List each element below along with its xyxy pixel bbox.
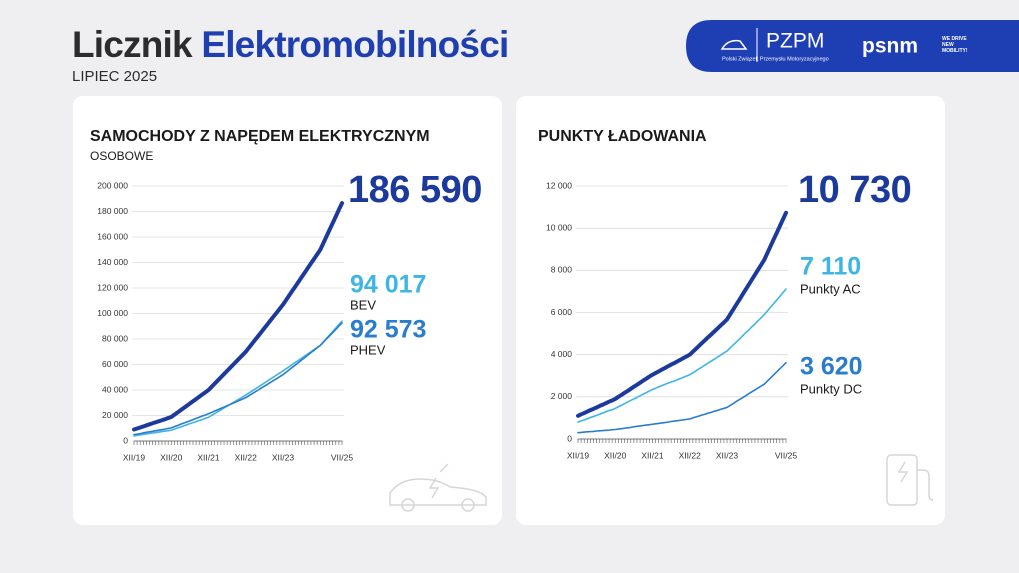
title-part: Licznik	[72, 24, 193, 65]
y-tick-label: 120 000	[97, 282, 128, 292]
logo-icon	[720, 39, 748, 50]
panel	[73, 96, 502, 525]
page-subtitle: LIPIEC 2025	[72, 68, 157, 85]
x-tick-label: VII/25	[331, 452, 353, 462]
charger-icon	[886, 454, 934, 506]
y-tick-label: 0	[123, 435, 128, 445]
y-tick-label: 60 000	[102, 359, 128, 369]
x-tick-label: XII/21	[641, 450, 663, 460]
y-tick-label: 2 000	[551, 391, 573, 401]
chart-subtitle: OSOBOWE	[90, 149, 153, 163]
logo-psnm-sub-box: WE DRIVE NEW MOBILITY!	[942, 36, 968, 54]
logo-pzpm: PZPM	[766, 30, 824, 53]
x-tick-label: XII/22	[679, 450, 701, 460]
y-tick-label: 160 000	[97, 231, 128, 241]
y-tick-label: 4 000	[551, 349, 573, 359]
legend-label: Punkty AC	[800, 281, 861, 296]
series-value-label: 92 573	[350, 316, 426, 344]
x-tick-label: XII/20	[604, 450, 626, 460]
x-tick-label: XII/22	[235, 452, 257, 462]
series-line	[576, 210, 788, 418]
total-value-label: 10 730	[798, 169, 911, 211]
x-tick-label: XII/20	[160, 452, 182, 462]
chart-title: SAMOCHODY Z NAPĘDEM ELEKTRYCZNYM	[90, 128, 430, 145]
series-line	[133, 322, 343, 436]
y-tick-label: 140 000	[97, 257, 128, 267]
x-tick-label: XII/19	[567, 450, 589, 460]
page-title: Licznik Elektromobilności	[72, 24, 508, 65]
x-tick-label: XII/21	[197, 452, 219, 462]
y-tick-label: 40 000	[102, 384, 128, 394]
series-line	[133, 320, 343, 437]
series-line	[577, 288, 787, 423]
total-value-label: 186 590	[348, 169, 482, 211]
x-tick-label: XII/23	[272, 452, 294, 462]
logo-psnm: psnm	[862, 35, 918, 58]
y-tick-label: 180 000	[97, 206, 128, 216]
chart-title: PUNKTY ŁADOWANIA	[538, 128, 707, 145]
legend-label: BEV	[350, 297, 376, 312]
series-value-label: 7 110	[800, 253, 861, 281]
y-tick-label: 6 000	[551, 307, 573, 317]
x-tick-label: VII/25	[775, 450, 797, 460]
y-tick-label: 8 000	[551, 265, 573, 275]
car-icon	[389, 463, 487, 512]
legend-label: Punkty DC	[800, 381, 862, 396]
series-value-label: 3 620	[800, 353, 863, 381]
x-tick-label: XII/23	[716, 450, 738, 460]
y-tick-label: 0	[567, 433, 572, 443]
y-tick-label: 100 000	[97, 308, 128, 318]
y-tick-label: 200 000	[97, 180, 128, 190]
y-tick-label: 20 000	[102, 410, 128, 420]
series-value-label: 94 017	[350, 271, 426, 299]
y-tick-label: 10 000	[546, 222, 572, 232]
y-tick-label: 80 000	[102, 333, 128, 343]
x-tick-label: XII/19	[123, 452, 145, 462]
logo-psnm-sub: WE DRIVE NEW MOBILITY!	[942, 36, 968, 54]
y-tick-label: 12 000	[546, 180, 572, 190]
series-line	[577, 361, 787, 434]
logo-pzpm-sub: Polski Związek Przemysłu Motoryzacyjnego	[722, 56, 829, 62]
legend-label: PHEV	[350, 342, 386, 357]
logo-banner	[686, 20, 1019, 72]
title-part: Elektromobilności	[201, 24, 508, 65]
series-line	[132, 201, 344, 432]
